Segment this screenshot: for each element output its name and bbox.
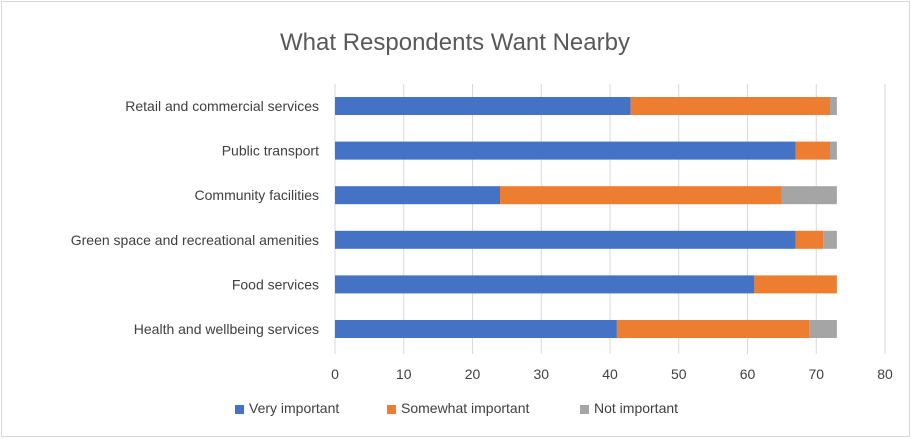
category-label: Community facilities [195,187,319,203]
bars [335,97,837,338]
category-label: Retail and commercial services [125,98,319,114]
x-tick-label: 50 [671,366,687,382]
bar-segment [823,230,837,249]
x-tick-label: 10 [396,366,412,382]
legend-label: Not important [594,400,678,416]
x-tick-label: 0 [331,366,339,382]
bar-segment [830,97,837,115]
legend: Very important Somewhat important Not impo… [235,400,678,416]
bar-segment [795,141,830,160]
gridlines [334,84,886,354]
legend-swatch [235,405,244,414]
bar-segment [335,275,755,294]
bar-segment [781,186,837,205]
x-axis-tick-labels: 0 10 20 30 40 50 60 70 80 [331,366,893,382]
category-label: Green space and recreational amenities [71,232,319,248]
x-tick-label: 30 [533,366,549,382]
x-tick-label: 40 [602,366,618,382]
x-tick-label: 20 [465,366,481,382]
bar-segment [500,186,782,205]
bar-segment [335,320,617,338]
x-tick-label: 60 [740,366,756,382]
bar-segment [795,230,824,249]
category-labels: Retail and commercial services Public tra… [71,98,319,337]
bar-segment [335,230,796,249]
legend-swatch [580,405,589,414]
bar-segment [616,320,810,338]
bar-segment [335,141,796,160]
x-tick-label: 80 [877,366,893,382]
legend-label: Very important [249,400,339,416]
bar-segment [830,141,837,160]
bar-segment [335,97,631,115]
bar-segment [809,320,837,338]
category-label: Food services [232,276,319,292]
bar-segment [754,275,837,294]
x-tick-label: 70 [808,366,824,382]
bar-segment [630,97,830,115]
category-label: Health and wellbeing services [134,321,319,337]
legend-label: Somewhat important [401,400,530,416]
category-label: Public transport [222,143,319,159]
bar-segment [335,186,500,205]
chart-title: What Respondents Want Nearby [280,29,630,56]
legend-swatch [387,405,396,414]
